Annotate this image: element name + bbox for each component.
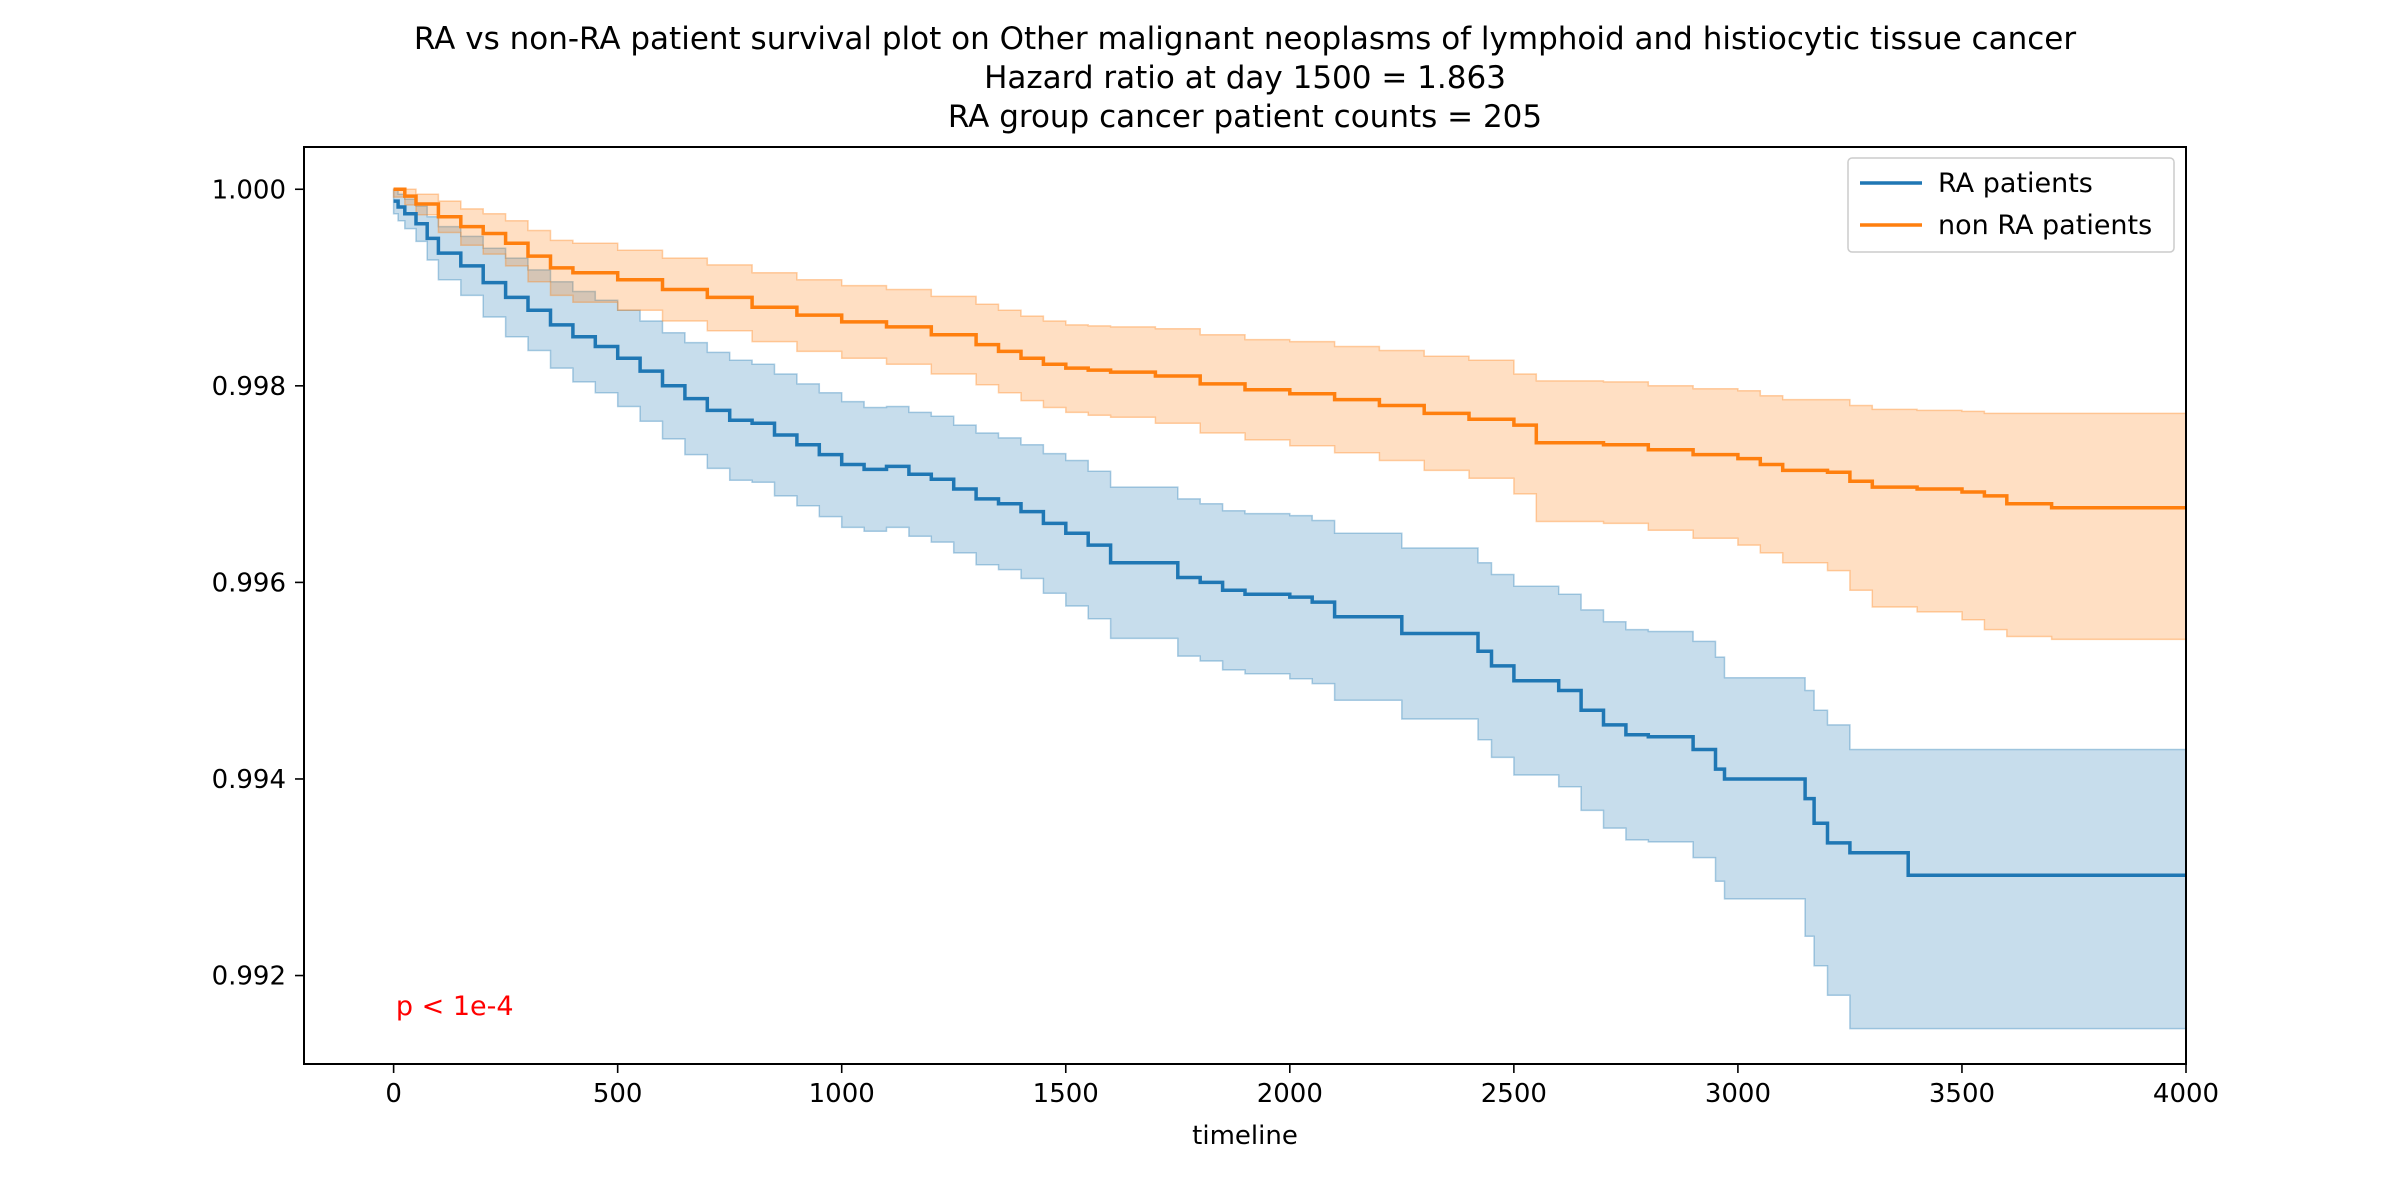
survival-line-non-ra (393, 187, 2186, 510)
y-tick-label: 0.992 (212, 962, 286, 992)
y-tick-label: 0.998 (212, 372, 286, 402)
plot-content (392, 187, 2187, 1030)
x-axis: 0 500 1000 1500 2000 2500 3000 3500 4000 (385, 1064, 2219, 1109)
ci-band-non-ra (392, 188, 2187, 641)
y-tick-label: 0.996 (212, 568, 286, 598)
x-tick-label: 3000 (1705, 1079, 1771, 1109)
title-line-2: Hazard ratio at day 1500 = 1.863 (984, 60, 1506, 96)
y-axis: 0.992 0.994 0.996 0.998 1.000 (212, 175, 304, 992)
legend-label-non-ra: non RA patients (1938, 210, 2152, 241)
x-axis-label: timeline (1192, 1121, 1298, 1151)
survival-line-ra (393, 199, 2186, 878)
legend: RA patients non RA patients (1847, 157, 2175, 253)
chart-title: RA vs non-RA patient survival plot on Ot… (414, 21, 2076, 135)
y-tick-label: 0.994 (212, 765, 286, 795)
x-tick-label: 0 (385, 1079, 402, 1109)
x-tick-label: 2000 (1257, 1079, 1323, 1109)
p-value-annotation: p < 1e-4 (396, 991, 514, 1022)
plot-frame (303, 146, 2187, 1065)
legend-box (1847, 157, 2175, 253)
y-tick-label: 1.000 (212, 175, 286, 205)
title-line-1: RA vs non-RA patient survival plot on Ot… (414, 21, 2076, 57)
x-tick-label: 2500 (1481, 1079, 1547, 1109)
title-line-3: RA group cancer patient counts = 205 (948, 99, 1542, 135)
legend-label-ra: RA patients (1938, 168, 2093, 199)
x-tick-label: 1000 (809, 1079, 875, 1109)
x-tick-label: 1500 (1033, 1079, 1099, 1109)
x-tick-label: 3500 (1929, 1079, 1995, 1109)
x-tick-label: 4000 (2153, 1079, 2219, 1109)
x-tick-label: 500 (593, 1079, 643, 1109)
